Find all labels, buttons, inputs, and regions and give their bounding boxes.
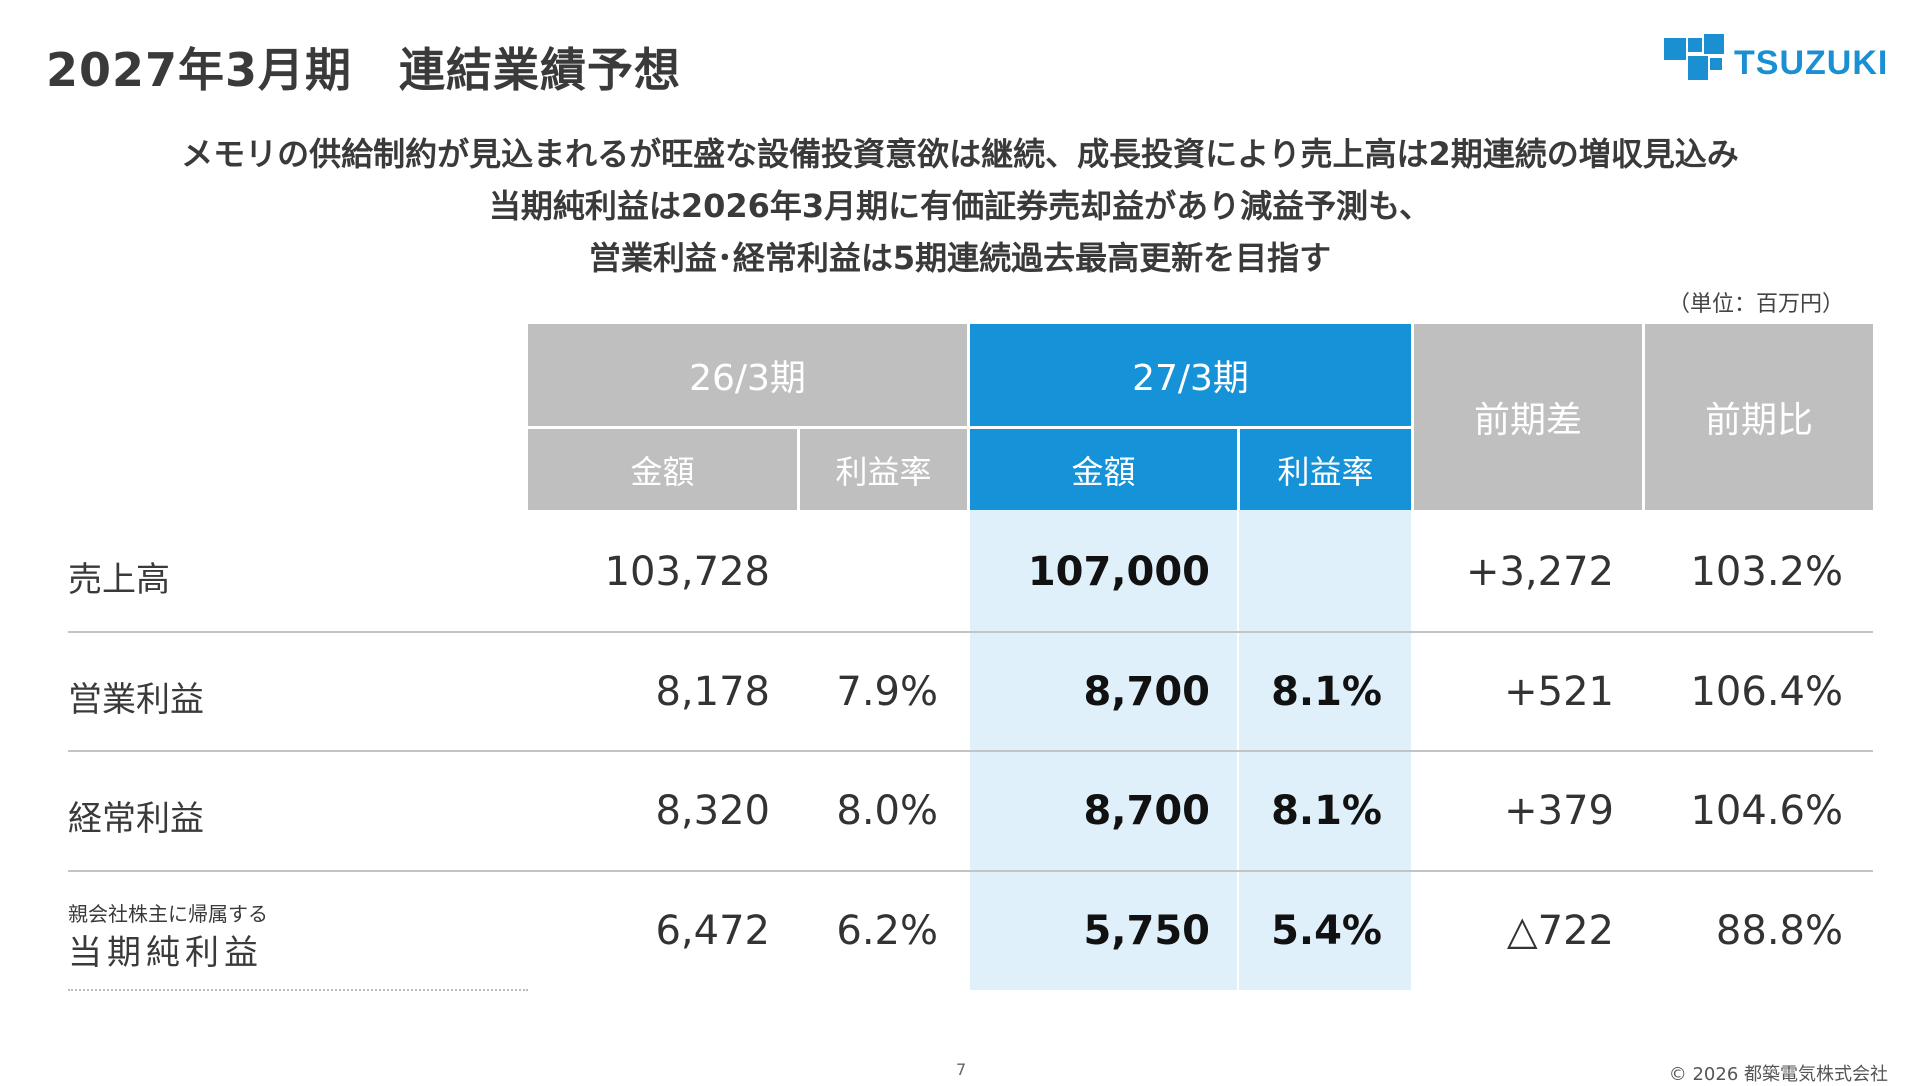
prev-margin-operating-income: 7.9% bbox=[836, 669, 938, 715]
logo-square bbox=[1688, 38, 1702, 52]
logo-square bbox=[1704, 34, 1724, 54]
diff-sales: +3,272 bbox=[1465, 549, 1614, 595]
subtitle-line: メモリの供給制約が見込まれるが旺盛な設備投資意欲は継続、成長投資により売上高は2… bbox=[181, 135, 1739, 173]
subtitle-line: 営業利益･経常利益は5期連続過去最高更新を目指す bbox=[588, 239, 1332, 277]
row-sublabel-net-income: 親会社株主に帰属する bbox=[68, 902, 268, 926]
diff-ordinary-income: +379 bbox=[1504, 788, 1614, 834]
ratio-net-income: 88.8% bbox=[1715, 908, 1843, 954]
curr-amount-net-income: 5,750 bbox=[1083, 908, 1210, 954]
tsuzuki-logo-icon bbox=[1664, 38, 1686, 60]
logo-square bbox=[1710, 58, 1722, 70]
row-divider-dotted bbox=[68, 989, 528, 991]
header-prev-amount: 金額 bbox=[528, 429, 797, 510]
diff-operating-income: +521 bbox=[1504, 669, 1614, 715]
page-title: 2027年3月期 連結業績予想 bbox=[46, 43, 682, 97]
prev-margin-ordinary-income: 8.0% bbox=[836, 788, 938, 834]
page-number: 7 bbox=[956, 1060, 967, 1079]
row-label-sales: 売上高 bbox=[68, 560, 170, 600]
unit-note: （単位：百万円） bbox=[1667, 292, 1844, 317]
row-divider bbox=[68, 870, 1873, 872]
prev-amount-net-income: 6,472 bbox=[655, 908, 770, 954]
prev-amount-sales: 103,728 bbox=[604, 549, 770, 595]
row-label-net-income: 当期純利益 bbox=[68, 933, 263, 973]
prev-amount-operating-income: 8,178 bbox=[655, 669, 770, 715]
curr-margin-operating-income: 8.1% bbox=[1271, 669, 1382, 715]
curr-amount-sales: 107,000 bbox=[1027, 549, 1210, 595]
row-label-operating-income: 営業利益 bbox=[68, 680, 204, 720]
ratio-operating-income: 106.4% bbox=[1690, 669, 1843, 715]
curr-margin-ordinary-income: 8.1% bbox=[1271, 788, 1382, 834]
copyright: © 2026 都築電気株式会社 bbox=[1668, 1064, 1888, 1085]
row-label-ordinary-income: 経常利益 bbox=[68, 799, 204, 839]
company-logo: TSUZUKI bbox=[1662, 34, 1892, 84]
header-curr-amount: 金額 bbox=[970, 429, 1237, 510]
ratio-ordinary-income: 104.6% bbox=[1690, 788, 1843, 834]
prev-margin-net-income: 6.2% bbox=[836, 908, 938, 954]
header-prev-period: 26/3期 bbox=[528, 324, 967, 426]
row-divider bbox=[68, 750, 1873, 752]
curr-margin-net-income: 5.4% bbox=[1271, 908, 1382, 954]
curr-amount-ordinary-income: 8,700 bbox=[1083, 788, 1210, 834]
subtitle-line: 当期純利益は2026年3月期に有価証券売却益があり減益予測も、 bbox=[488, 187, 1432, 225]
header-prev-margin: 利益率 bbox=[800, 429, 967, 510]
curr-amount-operating-income: 8,700 bbox=[1083, 669, 1210, 715]
header-curr-period: 27/3期 bbox=[970, 324, 1411, 426]
prev-amount-ordinary-income: 8,320 bbox=[655, 788, 770, 834]
header-curr-margin: 利益率 bbox=[1240, 429, 1411, 510]
subtitle: メモリの供給制約が見込まれるが旺盛な設備投資意欲は継続、成長投資により売上高は2… bbox=[0, 128, 1920, 284]
header-ratio: 前期比 bbox=[1645, 324, 1873, 510]
ratio-sales: 103.2% bbox=[1690, 549, 1843, 595]
diff-net-income: △722 bbox=[1506, 908, 1614, 954]
header-diff: 前期差 bbox=[1414, 324, 1642, 510]
logo-square bbox=[1688, 56, 1708, 80]
logo-text: TSUZUKI bbox=[1734, 44, 1889, 82]
row-divider bbox=[68, 631, 1873, 633]
